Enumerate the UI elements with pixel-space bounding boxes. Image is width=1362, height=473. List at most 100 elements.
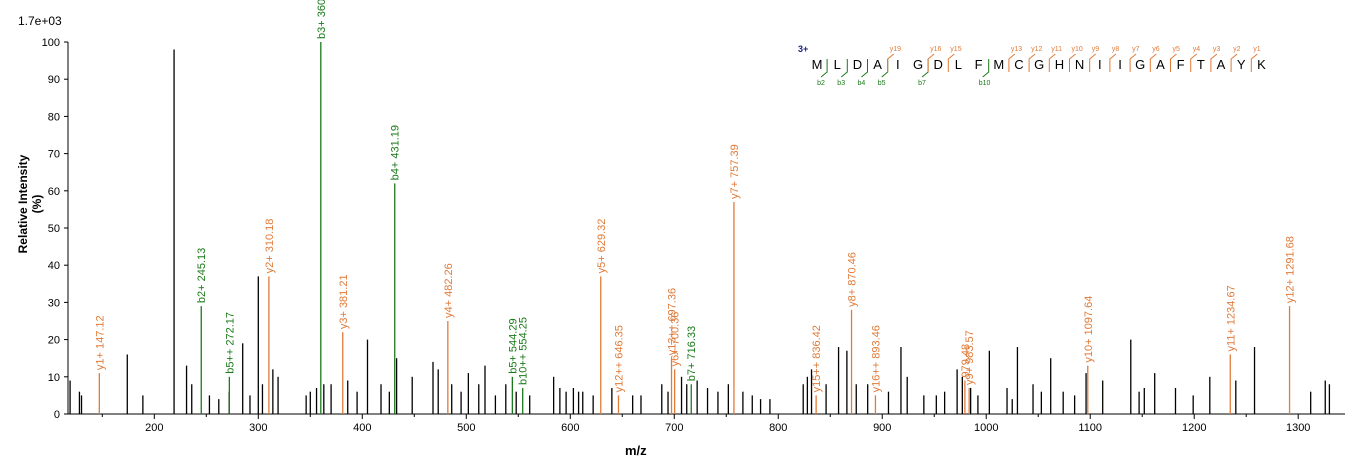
sequence-residue: N bbox=[1075, 57, 1084, 72]
y-ion-fragment-marker bbox=[947, 53, 955, 72]
x-tick-label: 1300 bbox=[1286, 422, 1310, 434]
sequence-residue: A bbox=[1217, 57, 1226, 72]
y-ion-fragment-marker bbox=[1210, 53, 1218, 72]
y-ion-fragment-label: y9 bbox=[1092, 46, 1100, 53]
sequence-residue: I bbox=[1118, 57, 1122, 72]
y-ion-fragment-label: y4 bbox=[1193, 46, 1201, 53]
sequence-residue: F bbox=[1177, 57, 1185, 72]
y-ion-fragment-label: y5 bbox=[1173, 46, 1181, 53]
y-ion-peak-label: y8+ 870.46 bbox=[847, 252, 859, 307]
sequence-residue: K bbox=[1257, 57, 1266, 72]
y-ion-peak-label: y15++ 836.42 bbox=[811, 325, 823, 392]
sequence-residue: F bbox=[975, 57, 983, 72]
x-tick-label: 800 bbox=[769, 422, 787, 434]
b-ion-fragment-marker bbox=[881, 59, 889, 78]
sequence-residue: T bbox=[1197, 57, 1205, 72]
x-tick-label: 200 bbox=[145, 422, 163, 434]
b-ion-fragment-label: b10 bbox=[979, 80, 991, 87]
b-ion-fragment-marker bbox=[820, 59, 828, 78]
x-axis-title: m/z bbox=[625, 443, 647, 458]
y-ion-peak-label: y5+ 629.32 bbox=[596, 219, 608, 274]
x-tick-label: 900 bbox=[873, 422, 891, 434]
x-tick-label: 700 bbox=[665, 422, 683, 434]
y-ion-fragment-marker bbox=[1190, 53, 1198, 72]
y-ion-fragment-marker bbox=[1230, 53, 1238, 72]
y-ion-fragment-label: y8 bbox=[1112, 46, 1120, 53]
b-ion-fragment-marker bbox=[982, 59, 990, 78]
sequence-residue: M bbox=[812, 57, 823, 72]
y-ion-peak-label: y10+ 1097.64 bbox=[1083, 296, 1095, 363]
b-ion-fragment-marker bbox=[861, 59, 868, 78]
y-ion-peak-label: y11+ 1234.67 bbox=[1225, 285, 1237, 351]
b-ion-fragment-marker bbox=[840, 59, 848, 78]
y-ion-peak-label: y2+ 310.18 bbox=[264, 219, 276, 274]
y-ion-fragment-label: y7 bbox=[1132, 46, 1140, 53]
y-ion-fragment-marker bbox=[1028, 53, 1036, 72]
y-ion-fragment-marker bbox=[1008, 53, 1016, 72]
y-tick-label: 20 bbox=[48, 335, 60, 347]
x-tick-label: 500 bbox=[457, 422, 475, 434]
x-tick-label: 1000 bbox=[974, 422, 998, 434]
y-ion-fragment-label: y1 bbox=[1253, 46, 1261, 53]
y-ion-peak-label: y12++ 646.35 bbox=[613, 325, 625, 392]
y-ion-fragment-label: y10 bbox=[1072, 46, 1083, 53]
b-ion-fragment-label: b5 bbox=[878, 80, 886, 87]
sequence-residue: G bbox=[1135, 57, 1145, 72]
y-tick-label: 100 bbox=[42, 37, 60, 49]
sequence-residue: C bbox=[1014, 57, 1023, 72]
y-ion-fragment-marker bbox=[927, 53, 935, 72]
y-ion-fragment-marker bbox=[1170, 53, 1177, 72]
b-ion-peak-label: b5+ 544.29 bbox=[507, 318, 519, 373]
x-tick-label: 1100 bbox=[1078, 422, 1102, 434]
x-tick-label: 600 bbox=[561, 422, 579, 434]
x-tick-label: 1200 bbox=[1182, 422, 1206, 434]
sequence-residue: L bbox=[955, 57, 962, 72]
y-ion-fragment-marker bbox=[1048, 53, 1056, 72]
b-ion-peak-label: b10++ 554.25 bbox=[518, 317, 530, 385]
y-ion-fragment-label: y6 bbox=[1152, 46, 1160, 53]
sequence-residue: D bbox=[853, 57, 862, 72]
y-tick-label: 40 bbox=[48, 260, 60, 272]
y-ion-fragment-marker bbox=[1089, 53, 1097, 72]
sequence-residue: I bbox=[1098, 57, 1102, 72]
b-ion-fragment-label: b3 bbox=[837, 80, 845, 87]
sequence-residue: L bbox=[834, 57, 841, 72]
y-ion-peak-label: y4+ 482.26 bbox=[443, 263, 455, 318]
max-intensity-label: 1.7e+03 bbox=[18, 14, 62, 28]
y-ion-peak-label: y13++ 697.36 bbox=[667, 288, 679, 355]
sequence-residue: G bbox=[913, 57, 923, 72]
y-tick-label: 10 bbox=[48, 372, 60, 384]
y-ion-peak-label: y1+ 147.12 bbox=[94, 315, 106, 370]
y-ion-fragment-label: y2 bbox=[1233, 46, 1241, 53]
y-ion-peak-label: y7+ 757.39 bbox=[729, 144, 741, 199]
sequence-residue: A bbox=[1156, 57, 1165, 72]
y-ion-fragment-label: y15 bbox=[950, 46, 961, 53]
sequence-residue: D bbox=[934, 57, 943, 72]
charge-state-label: 3+ bbox=[798, 44, 808, 54]
y-ion-peak-label: y9+ 983.57 bbox=[964, 330, 976, 385]
b-ion-fragment-label: b4 bbox=[858, 80, 866, 87]
y-ion-fragment-label: y3 bbox=[1213, 46, 1221, 53]
sequence-residue: G bbox=[1034, 57, 1044, 72]
y-tick-label: 30 bbox=[48, 297, 60, 309]
y-ion-fragment-marker bbox=[887, 53, 895, 72]
y-ion-fragment-marker bbox=[1250, 53, 1258, 72]
sequence-residue: Y bbox=[1237, 57, 1246, 72]
y-tick-label: 50 bbox=[48, 223, 60, 235]
b-ion-fragment-label: b7 bbox=[918, 80, 926, 87]
y-ion-fragment-marker bbox=[1129, 53, 1137, 72]
y-ion-peak-label: 979.48 bbox=[960, 344, 972, 378]
y-ion-fragment-label: y16 bbox=[930, 46, 941, 53]
y-ion-peak-label: y6+ 700.36 bbox=[670, 312, 682, 367]
b-ion-peak-label: b7+ 716.33 bbox=[686, 326, 698, 381]
y-ion-fragment-label: y12 bbox=[1031, 46, 1042, 53]
y-tick-label: 60 bbox=[48, 186, 60, 198]
y-tick-label: 0 bbox=[54, 409, 60, 421]
b-ion-fragment-label: b2 bbox=[817, 80, 825, 87]
y-ion-fragment-marker bbox=[1149, 53, 1157, 72]
b-ion-peak-label: b4+ 431.19 bbox=[390, 125, 402, 180]
sequence-residue: H bbox=[1055, 57, 1064, 72]
x-tick-label: 400 bbox=[353, 422, 371, 434]
y-ion-peak-label: y3+ 381.21 bbox=[338, 274, 350, 329]
